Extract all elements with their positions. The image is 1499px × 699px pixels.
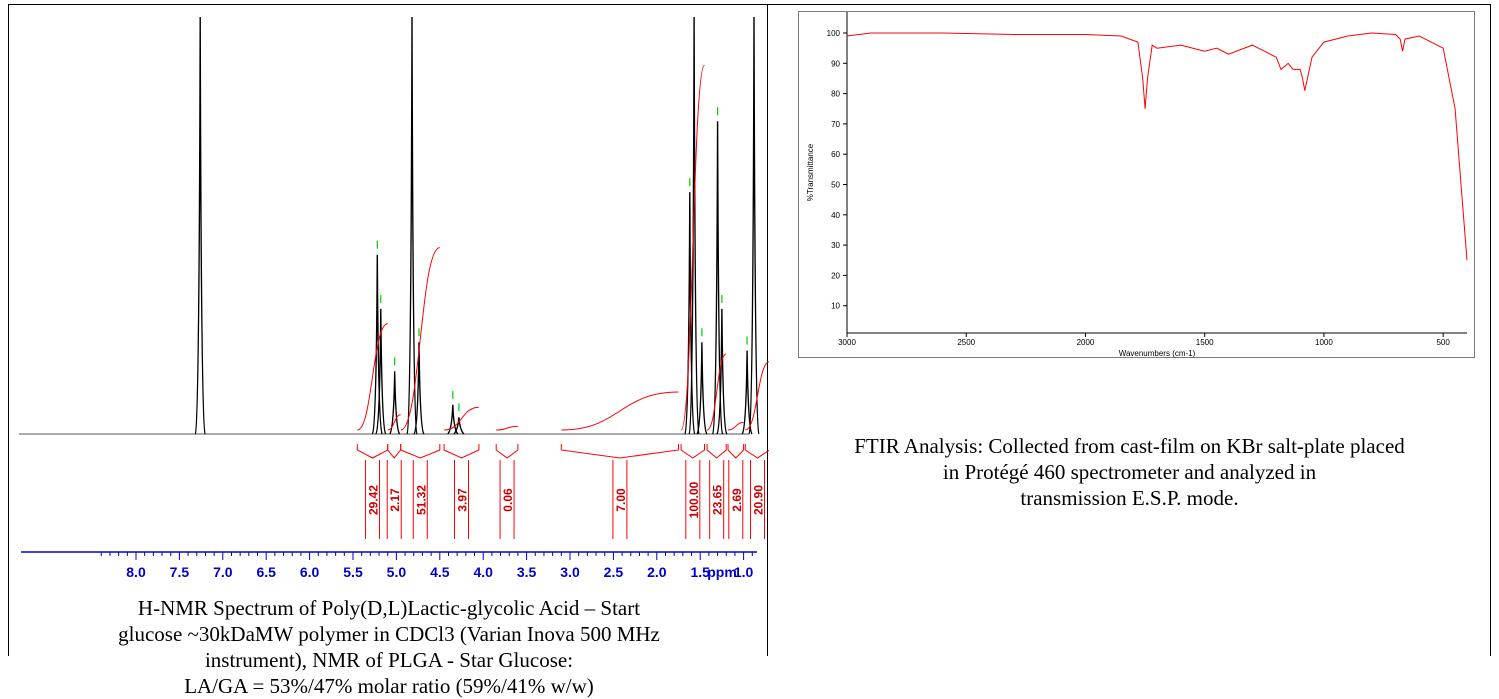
ftir-x-tick-label: 3000 bbox=[838, 338, 856, 347]
nmr-x-tick-label: 7.0 bbox=[213, 564, 233, 580]
nmr-peak bbox=[684, 192, 696, 435]
nmr-integral-label: 2.69 bbox=[730, 488, 744, 512]
nmr-integral-curve bbox=[444, 406, 479, 431]
ftir-y-axis-label: %Transmittance bbox=[806, 143, 815, 201]
ftir-y-tick-label: 100 bbox=[827, 29, 841, 38]
nmr-integral-curve bbox=[561, 391, 679, 431]
nmr-figure-cell: 29.42 2.17 51.32 3.97 0.06 7.00 100.00 23.65 2.6… bbox=[8, 4, 769, 698]
ftir-figure-cell: 100 90 80 70 60 50 40 30 20 10 3000 2500 2000 1500 100… bbox=[768, 4, 1491, 656]
ftir-y-tick-label: 80 bbox=[831, 90, 840, 99]
nmr-integral-bracket bbox=[706, 444, 727, 459]
nmr-axis-unit-label: ppm bbox=[707, 564, 737, 580]
ftir-x-tick-label: 1500 bbox=[1196, 338, 1214, 347]
nmr-integral-curve bbox=[706, 353, 727, 431]
nmr-spectrum-chart: 29.42 2.17 51.32 3.97 0.06 7.00 100.00 23.65 2.6… bbox=[19, 16, 769, 580]
nmr-integral-label: 0.06 bbox=[501, 488, 515, 512]
nmr-caption-line: LA/GA = 53%/47% molar ratio (59%/41% w/w… bbox=[184, 674, 594, 698]
nmr-peak bbox=[716, 308, 728, 435]
nmr-peak bbox=[371, 254, 383, 435]
ftir-series-line bbox=[846, 32, 1468, 261]
nmr-integral-bracket bbox=[356, 444, 389, 459]
nmr-caption-line: instrument), NMR of PLGA - Star Glucose: bbox=[204, 648, 574, 672]
ftir-chart-frame: 100 90 80 70 60 50 40 30 20 10 3000 2500 2000 1500 100… bbox=[798, 11, 1475, 358]
ftir-x-tick-label: 2500 bbox=[957, 338, 975, 347]
nmr-x-tick-label: 2.5 bbox=[604, 564, 624, 580]
ftir-y-tick-label: 30 bbox=[831, 241, 840, 250]
nmr-integral-bracket bbox=[495, 444, 519, 459]
nmr-x-tick-label: 7.5 bbox=[170, 564, 190, 580]
nmr-caption-line: H-NMR Spectrum of Poly(D,L)Lactic-glycol… bbox=[137, 596, 641, 620]
nmr-integral-curve bbox=[680, 64, 705, 431]
nmr-peak bbox=[453, 417, 465, 435]
nmr-integral-curve bbox=[727, 421, 744, 431]
ftir-y-tick-label: 10 bbox=[831, 302, 840, 311]
nmr-integral-curve bbox=[496, 425, 518, 431]
ftir-y-tick-label: 20 bbox=[831, 271, 840, 280]
nmr-integral-label: 7.00 bbox=[614, 488, 628, 512]
nmr-integral-curve bbox=[387, 414, 401, 431]
ftir-caption-line: FTIR Analysis: Collected from cast-film … bbox=[854, 434, 1405, 458]
ftir-x-axis-label: Wavenumbers (cm-1) bbox=[1119, 349, 1196, 358]
nmr-x-tick-label: 3.5 bbox=[517, 564, 537, 580]
nmr-integral-bracket bbox=[560, 444, 679, 459]
nmr-x-tick-label: 1.5 bbox=[690, 564, 710, 580]
nmr-peak bbox=[389, 371, 401, 435]
nmr-x-tick-label: 4.0 bbox=[473, 564, 493, 580]
nmr-caption-line: glucose ~30kDaMW polymer in CDCl3 (Varia… bbox=[118, 622, 660, 646]
ftir-x-tick-label: 500 bbox=[1436, 338, 1450, 347]
nmr-integral-label: 29.42 bbox=[367, 485, 381, 515]
ftir-y-tick-label: 60 bbox=[831, 150, 840, 159]
nmr-peak bbox=[194, 16, 206, 435]
ftir-y-tick-label: 90 bbox=[831, 59, 840, 68]
nmr-peak bbox=[696, 342, 708, 435]
nmr-integral-label: 51.32 bbox=[414, 485, 428, 515]
nmr-integral-label: 20.90 bbox=[751, 485, 765, 515]
nmr-integral-curve bbox=[357, 323, 388, 431]
nmr-x-tick-label: 2.0 bbox=[647, 564, 667, 580]
ftir-caption-line: in Protégé 460 spectrometer and analyzed… bbox=[942, 460, 1317, 484]
nmr-x-tick-label: 4.5 bbox=[430, 564, 450, 580]
nmr-integral-bracket bbox=[400, 444, 441, 459]
nmr-integral-bracket bbox=[387, 444, 402, 459]
nmr-peak bbox=[406, 16, 418, 435]
nmr-x-tick-label: 8.0 bbox=[126, 564, 146, 580]
nmr-caption: H-NMR Spectrum of Poly(D,L)Lactic-glycol… bbox=[9, 595, 769, 699]
nmr-peak bbox=[413, 342, 425, 435]
ftir-y-tick-label: 40 bbox=[831, 211, 840, 220]
ftir-y-tick-label: 50 bbox=[831, 181, 840, 190]
nmr-x-tick-label: 5.5 bbox=[343, 564, 363, 580]
ftir-y-tick-label: 70 bbox=[831, 120, 840, 129]
nmr-x-tick-label: 6.5 bbox=[256, 564, 276, 580]
nmr-x-tick-label: 1.0 bbox=[734, 564, 754, 580]
nmr-peak bbox=[375, 308, 387, 435]
nmr-peak bbox=[688, 16, 700, 435]
nmr-integral-curve bbox=[400, 247, 441, 431]
nmr-integral-bracket bbox=[727, 444, 745, 459]
nmr-peak bbox=[748, 16, 760, 435]
ftir-spectrum-chart: 100 90 80 70 60 50 40 30 20 10 3000 2500 2000 1500 100… bbox=[806, 12, 1468, 358]
ftir-x-tick-label: 1000 bbox=[1315, 338, 1333, 347]
nmr-integral-bracket bbox=[744, 444, 769, 459]
nmr-x-tick-label: 6.0 bbox=[300, 564, 320, 580]
nmr-integral-label: 23.65 bbox=[711, 485, 725, 515]
ftir-x-tick-label: 2000 bbox=[1077, 338, 1095, 347]
nmr-integral-bracket bbox=[443, 444, 480, 459]
ftir-caption-line: transmission E.S.P. mode. bbox=[1020, 486, 1239, 510]
nmr-integral-label: 2.17 bbox=[388, 488, 402, 512]
ftir-caption: FTIR Analysis: Collected from cast-film … bbox=[768, 433, 1491, 511]
nmr-x-tick-label: 5.0 bbox=[387, 564, 407, 580]
nmr-integral-label: 3.97 bbox=[456, 488, 470, 512]
nmr-integral-curve bbox=[745, 361, 769, 431]
nmr-integral-label: 100.00 bbox=[687, 481, 701, 518]
nmr-integral-bracket bbox=[680, 444, 705, 459]
nmr-x-tick-label: 3.0 bbox=[560, 564, 580, 580]
